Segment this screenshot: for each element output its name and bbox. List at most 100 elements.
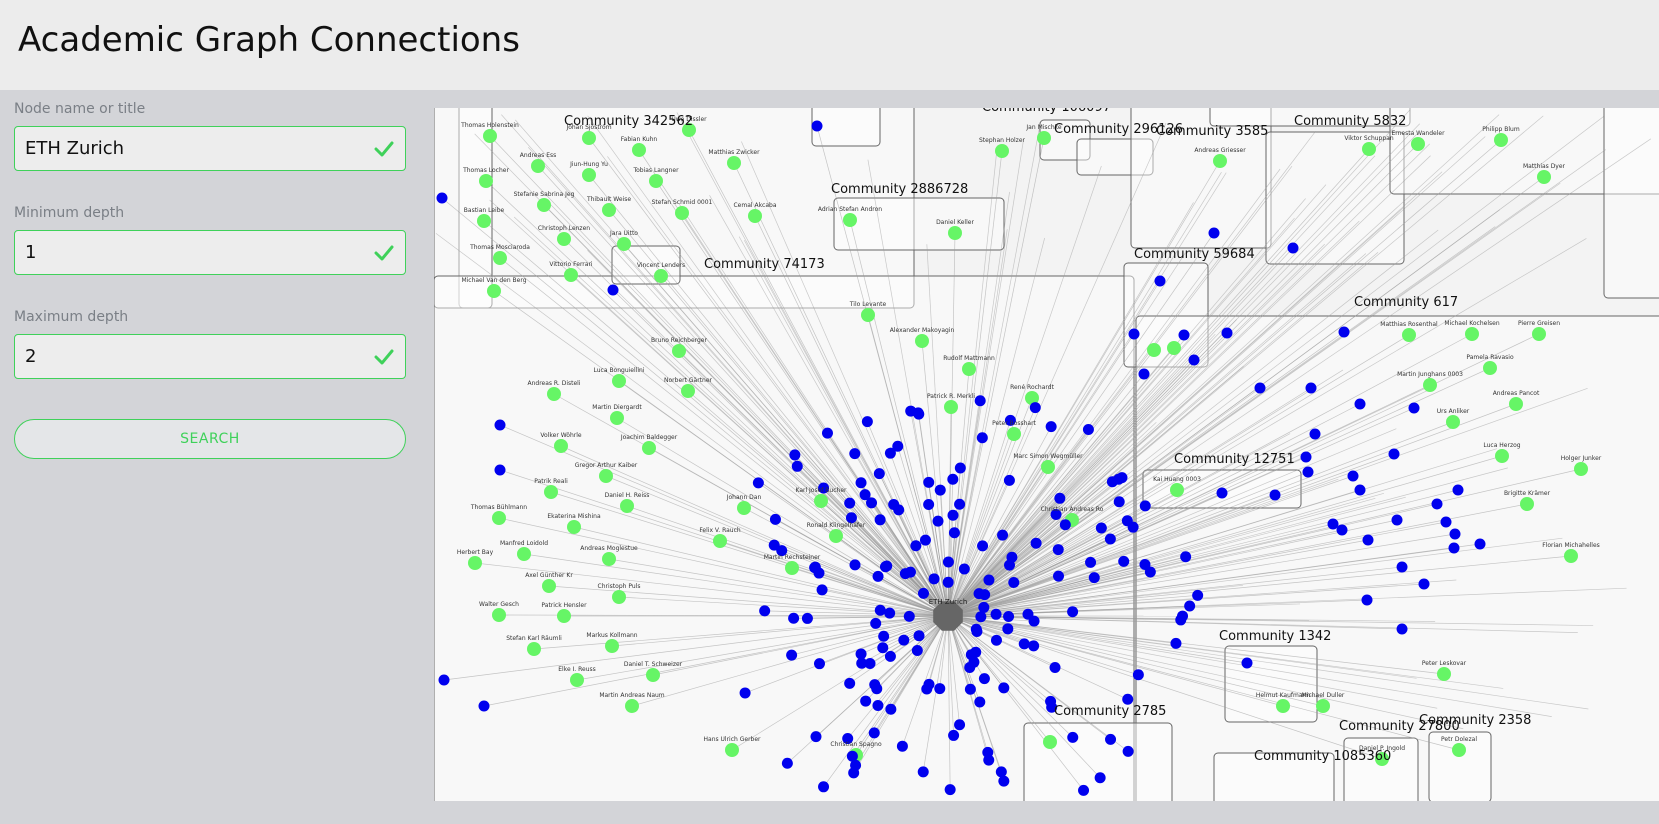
person-node[interactable] [610, 411, 624, 425]
person-node[interactable] [1437, 667, 1451, 681]
person-node[interactable] [612, 374, 626, 388]
paper-node[interactable] [607, 284, 619, 296]
max-depth-input[interactable] [25, 335, 355, 378]
paper-node[interactable] [983, 574, 995, 586]
min-depth-input[interactable] [25, 231, 355, 274]
paper-node[interactable] [1105, 733, 1117, 745]
paper-node[interactable] [1045, 421, 1057, 433]
paper-node[interactable] [921, 683, 933, 695]
paper-node[interactable] [1067, 731, 1079, 743]
paper-node[interactable] [885, 703, 897, 715]
person-node[interactable] [1446, 415, 1460, 429]
person-node[interactable] [1532, 327, 1546, 341]
paper-node[interactable] [1302, 466, 1314, 478]
person-node[interactable] [649, 174, 663, 188]
paper-node[interactable] [842, 733, 854, 745]
person-node[interactable] [1465, 327, 1479, 341]
paper-node[interactable] [1078, 784, 1090, 796]
person-node[interactable] [477, 214, 491, 228]
paper-node[interactable] [893, 504, 905, 516]
person-node[interactable] [1494, 133, 1508, 147]
paper-node[interactable] [917, 587, 929, 599]
paper-node[interactable] [976, 432, 988, 444]
paper-node[interactable] [1006, 551, 1018, 563]
max-depth-field[interactable] [14, 334, 406, 379]
paper-node[interactable] [954, 462, 966, 474]
paper-node[interactable] [1050, 509, 1062, 521]
paper-node[interactable] [974, 696, 986, 708]
paper-node[interactable] [1002, 623, 1014, 635]
paper-node[interactable] [1178, 329, 1190, 341]
paper-node[interactable] [1106, 476, 1118, 488]
person-node[interactable] [1316, 699, 1330, 713]
paper-node[interactable] [971, 625, 983, 637]
person-node[interactable] [1043, 735, 1057, 749]
paper-node[interactable] [1362, 534, 1374, 546]
paper-node[interactable] [1003, 474, 1015, 486]
person-node[interactable] [785, 561, 799, 575]
person-node[interactable] [1423, 378, 1437, 392]
paper-node[interactable] [944, 784, 956, 796]
paper-node[interactable] [877, 642, 889, 654]
person-node[interactable] [492, 511, 506, 525]
person-node[interactable] [557, 232, 571, 246]
paper-node[interactable] [868, 727, 880, 739]
person-node[interactable] [682, 123, 696, 137]
paper-node[interactable] [934, 683, 946, 695]
paper-node[interactable] [1003, 610, 1015, 622]
paper-node[interactable] [821, 427, 833, 439]
node-name-field[interactable] [14, 126, 406, 171]
paper-node[interactable] [859, 489, 871, 501]
person-node[interactable] [564, 268, 578, 282]
person-node[interactable] [602, 552, 616, 566]
paper-node[interactable] [1354, 398, 1366, 410]
paper-node[interactable] [1116, 472, 1128, 484]
paper-node[interactable] [1431, 498, 1443, 510]
paper-node[interactable] [964, 683, 976, 695]
paper-node[interactable] [1448, 542, 1460, 554]
paper-node[interactable] [917, 766, 929, 778]
person-node[interactable] [1170, 483, 1184, 497]
paper-node[interactable] [934, 484, 946, 496]
person-node[interactable] [642, 441, 656, 455]
paper-node[interactable] [1327, 518, 1339, 530]
paper-node[interactable] [1004, 414, 1016, 426]
paper-node[interactable] [948, 729, 960, 741]
person-node[interactable] [1520, 497, 1534, 511]
paper-node[interactable] [739, 687, 751, 699]
paper-node[interactable] [874, 514, 886, 526]
paper-node[interactable] [1452, 484, 1464, 496]
person-node[interactable] [599, 469, 613, 483]
paper-node[interactable] [903, 610, 915, 622]
paper-node[interactable] [1054, 492, 1066, 504]
paper-node[interactable] [873, 468, 885, 480]
person-node[interactable] [612, 590, 626, 604]
paper-node[interactable] [1095, 522, 1107, 534]
paper-node[interactable] [855, 477, 867, 489]
paper-node[interactable] [874, 604, 886, 616]
person-node[interactable] [479, 174, 493, 188]
person-node[interactable] [829, 529, 843, 543]
paper-node[interactable] [947, 473, 959, 485]
paper-node[interactable] [1094, 772, 1106, 784]
person-node[interactable] [948, 226, 962, 240]
node-name-input[interactable] [25, 127, 355, 170]
paper-node[interactable] [878, 630, 890, 642]
search-button[interactable]: SEARCH [14, 419, 406, 459]
paper-node[interactable] [1336, 524, 1348, 536]
paper-node[interactable] [1118, 555, 1130, 567]
paper-node[interactable] [913, 630, 925, 642]
paper-node[interactable] [1113, 496, 1125, 508]
person-node[interactable] [517, 547, 531, 561]
paper-node[interactable] [974, 395, 986, 407]
paper-node[interactable] [884, 447, 896, 459]
person-node[interactable] [1025, 391, 1039, 405]
paper-node[interactable] [870, 617, 882, 629]
paper-node[interactable] [781, 757, 793, 769]
paper-node[interactable] [1354, 484, 1366, 496]
person-node[interactable] [1483, 361, 1497, 375]
paper-node[interactable] [1408, 402, 1420, 414]
paper-node[interactable] [892, 440, 904, 452]
person-node[interactable] [814, 494, 828, 508]
person-node[interactable] [1574, 462, 1588, 476]
